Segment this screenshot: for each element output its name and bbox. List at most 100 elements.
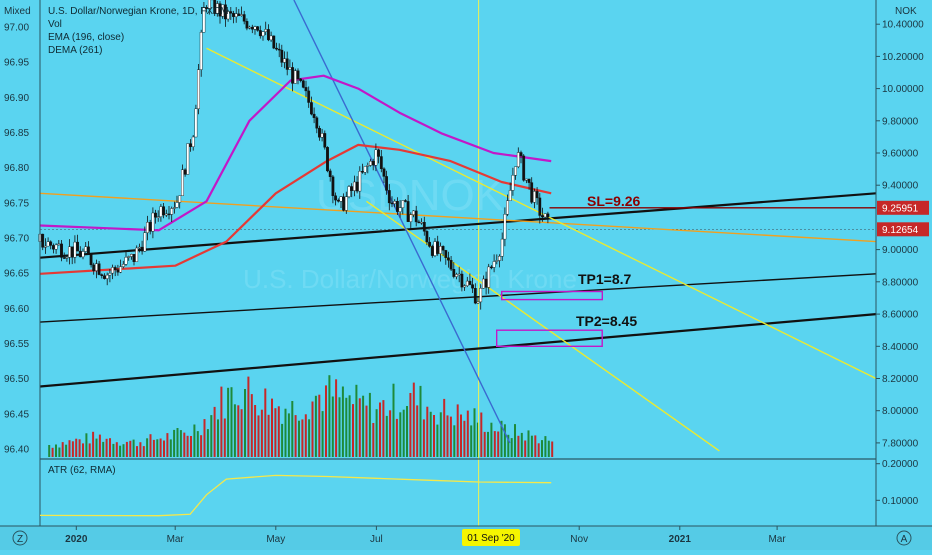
volume-bar: [473, 408, 476, 457]
trend-line[interactable]: [39, 192, 877, 259]
volume-bar: [537, 443, 540, 457]
candle-body: [393, 200, 397, 204]
volume-bar: [379, 402, 381, 457]
volume-bar: [61, 442, 64, 457]
candle-body: [495, 260, 499, 262]
volume-bar: [71, 441, 74, 457]
candle-body: [401, 200, 405, 208]
crosshair: [40, 0, 876, 526]
trend-line[interactable]: [206, 47, 877, 380]
volume-bar: [520, 432, 523, 457]
volume-bar: [179, 430, 182, 457]
candle-body: [44, 245, 47, 248]
volume-bar: [345, 397, 348, 457]
volume-bar: [436, 424, 439, 457]
candle-body: [154, 212, 157, 218]
tp1-label[interactable]: TP1=8.7: [578, 271, 632, 287]
left-axis-tick: 96.75: [4, 198, 29, 209]
volume-bar: [298, 420, 300, 457]
volume-bar: [544, 436, 547, 457]
time-axis-label: Jul: [370, 534, 383, 545]
candle-body: [449, 260, 453, 270]
left-price-axis[interactable]: 97.00 96.95 96.90 96.85 96.80 96.75 96.70 96.65…: [4, 23, 29, 456]
candle-body: [242, 14, 246, 22]
volume-bar: [159, 438, 162, 457]
candle-body: [361, 171, 364, 173]
volume-bar: [294, 415, 297, 457]
candle-body: [269, 35, 273, 41]
volume-bar: [375, 409, 378, 457]
volume-bar: [244, 389, 246, 457]
candle-body: [54, 244, 58, 250]
zoom-button[interactable]: [12, 530, 28, 546]
volume-bar: [385, 415, 388, 457]
volume-bar: [429, 411, 432, 457]
candle-body: [46, 241, 50, 247]
candle-body: [428, 241, 431, 247]
trend-line[interactable]: [366, 200, 720, 452]
volume-bar: [530, 435, 533, 457]
volume-bar: [291, 401, 294, 457]
candle-body: [57, 243, 61, 246]
volume-bar: [284, 408, 287, 457]
candle-body: [172, 207, 176, 209]
volume-bar: [129, 440, 132, 457]
candle-body: [331, 176, 335, 196]
volume-bar: [338, 397, 341, 457]
volume-bar: [301, 419, 304, 457]
scale-mode-label[interactable]: Mixed: [4, 6, 31, 17]
volume-bar: [82, 443, 84, 457]
candle-body: [97, 263, 101, 275]
volume-bar: [287, 413, 290, 457]
candle-body: [374, 149, 378, 166]
auto-scale-button[interactable]: [896, 530, 912, 546]
candle-body: [344, 196, 348, 211]
right-axis-tick: 9.40000: [882, 181, 919, 192]
price-tag-box: [877, 222, 929, 237]
price-tags: 9.25951 9.12654: [877, 200, 929, 237]
candle-body: [111, 267, 115, 274]
volume-bar: [227, 387, 230, 457]
candle-body: [189, 143, 192, 147]
volume-bar: [210, 415, 213, 457]
candle-body: [103, 275, 106, 279]
volume-bar: [419, 385, 422, 457]
candle-body: [92, 264, 96, 271]
trend-line[interactable]: [293, 0, 511, 444]
candle-body: [425, 231, 429, 243]
sl-label[interactable]: SL=9.26: [587, 193, 641, 209]
time-axis-label: Mar: [768, 534, 786, 545]
target-zones[interactable]: [496, 290, 604, 348]
time-axis[interactable]: 2020 Mar May Jul Nov 2021 Mar: [65, 526, 786, 545]
trend-line[interactable]: [39, 273, 877, 323]
candle-body: [342, 196, 345, 211]
candle-body: [272, 35, 276, 49]
candle-body: [245, 21, 249, 29]
candle-body: [498, 256, 501, 261]
volume-bar: [335, 379, 338, 457]
candle-body: [223, 4, 227, 20]
volume-bar: [125, 441, 128, 457]
atr-axis[interactable]: 0.20000 0.10000: [876, 459, 919, 507]
left-axis-tick: 96.65: [4, 269, 29, 280]
right-price-axis[interactable]: 10.40000 10.20000 10.00000 9.80000 9.60000 9.…: [876, 20, 924, 450]
candle-body: [178, 195, 182, 203]
target-zone[interactable]: [496, 329, 603, 348]
price-tag-label: 9.25951: [882, 203, 919, 214]
tp2-label[interactable]: TP2=8.45: [576, 313, 637, 329]
target-zone[interactable]: [501, 290, 604, 301]
candle-body: [119, 266, 123, 273]
volume-bar: [267, 414, 270, 457]
candle-body: [113, 267, 117, 270]
candle-body: [261, 31, 265, 37]
volume-bar: [463, 420, 466, 457]
candle-body: [328, 170, 332, 177]
candle-body: [221, 4, 225, 17]
candle-body: [476, 301, 480, 304]
candle-body: [546, 213, 550, 218]
trend-line[interactable]: [39, 313, 877, 388]
candle-body: [500, 238, 504, 257]
